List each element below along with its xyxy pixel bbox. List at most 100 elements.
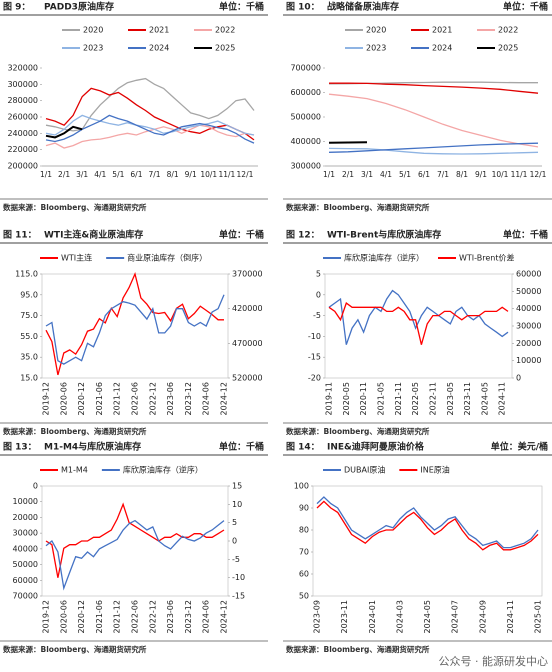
figure-label: 图 10：: [286, 2, 320, 13]
x-tick-label: 3/1: [76, 170, 88, 179]
x-tick-label: 7/1: [148, 170, 160, 179]
y-tick-label: 40000: [13, 544, 38, 553]
x-tick-label: 2023-12: [184, 600, 193, 633]
y-tick-label: 70: [299, 548, 309, 557]
plot-frame: [41, 273, 229, 379]
series-line: [45, 87, 255, 141]
x-tick-label: 2024-05: [423, 600, 432, 633]
x-tick-label: 2023-12: [184, 382, 193, 415]
x-tick-label: 2025-01: [534, 600, 543, 633]
series-line: [328, 93, 539, 148]
x-tick-label: 2020-05: [342, 382, 351, 415]
y-tick-label: 200000: [7, 162, 38, 171]
legend-label: 2021: [149, 26, 169, 35]
series-line: [45, 294, 225, 365]
x-tick-label: 2020-12: [77, 600, 86, 633]
series-line: [45, 502, 225, 578]
y2-tick-label: -10: [232, 573, 245, 582]
y-tick-label: 15.0: [20, 374, 38, 383]
x-tick-label: 2024-03: [395, 600, 404, 633]
y-tick-label: 95.0: [20, 290, 38, 299]
legend-label: WTI-Brent价差: [459, 253, 515, 263]
y2-tick-label: 15: [232, 482, 242, 491]
x-tick-label: 5/1: [399, 170, 411, 179]
x-tick-label: 2023-06: [166, 600, 175, 633]
legend-label: 2022: [215, 26, 235, 35]
x-tick-label: 6/1: [418, 170, 430, 179]
y2-tick-label: 10000: [516, 356, 541, 365]
legend-label: 库欣原油库存（逆序）: [123, 465, 203, 475]
x-tick-label: 2022-06: [131, 382, 140, 415]
y-tick-label: 5: [316, 270, 321, 279]
x-tick-label: 8/1: [456, 170, 468, 179]
x-tick-label: 9/1: [475, 170, 487, 179]
source-note: 数据来源：Bloomberg、海通期货研究所: [286, 426, 430, 436]
legend-label: 2023: [83, 44, 103, 53]
legend-label: INE原油: [420, 465, 449, 475]
chart-title: WTI-Brent与库欣原油库存: [327, 229, 441, 241]
x-tick-label: 10/1: [492, 170, 509, 179]
y-tick-label: 35.0: [20, 353, 38, 362]
x-tick-label: 11/1: [511, 170, 528, 179]
x-tick-label: 2023-05: [446, 382, 455, 415]
y2-tick-label: 60000: [516, 270, 541, 279]
legend-label: DUBAI原油: [344, 465, 385, 475]
y-tick-label: 50: [299, 592, 309, 601]
series-line: [316, 496, 539, 549]
figure-label: 图 11：: [3, 230, 37, 241]
unit-label: 单位：美元/桶: [491, 441, 548, 453]
y2-tick-label: -15: [232, 592, 245, 601]
x-tick-label: 5/1: [112, 170, 124, 179]
chart-title: PADD3原油库存: [44, 1, 114, 13]
x-tick-label: 2023-09: [313, 600, 322, 633]
y-tick-label: 80: [299, 526, 309, 535]
plot-frame: [41, 485, 229, 597]
x-tick-label: 6/1: [130, 170, 142, 179]
x-tick-label: 2021-05: [376, 382, 385, 415]
x-tick-label: 2021-12: [113, 382, 122, 415]
x-tick-label: 11/1: [218, 170, 235, 179]
plot-frame: [312, 485, 543, 597]
x-tick-label: 2/1: [58, 170, 70, 179]
x-tick-label: 12/1: [530, 170, 547, 179]
x-tick-label: 2021-06: [95, 382, 104, 415]
x-tick-label: 2024-06: [202, 382, 211, 415]
chart-title: 战略储备原油库存: [327, 1, 399, 13]
series-line: [45, 271, 224, 376]
y-tick-label: 70000: [13, 592, 38, 601]
legend-label: 商业原油库存（倒序）: [127, 253, 207, 263]
y2-tick-label: 370000: [232, 270, 263, 279]
y-tick-label: -20: [308, 374, 321, 383]
y-tick-label: 400000: [290, 137, 321, 146]
y-tick-label: 240000: [7, 129, 38, 138]
figure-label: 图 14：: [286, 442, 320, 453]
chart-title: M1-M4与库欣原油库存: [44, 441, 141, 453]
unit-label: 单位：千桶: [219, 229, 264, 241]
source-note: 数据来源：Bloomberg、海通期货研究所: [286, 644, 430, 654]
legend-label: 2025: [498, 44, 518, 53]
x-tick-label: 2/1: [342, 170, 354, 179]
x-tick-label: 2019-11: [325, 382, 334, 415]
x-tick-label: 2023-06: [166, 382, 175, 415]
legend-label: 2022: [498, 26, 518, 35]
y2-tick-label: 10: [232, 500, 242, 509]
x-tick-label: 3/1: [361, 170, 373, 179]
x-tick-label: 2019-12: [42, 382, 51, 415]
y-tick-label: 60: [299, 570, 309, 579]
series-line: [328, 147, 539, 155]
x-tick-label: 2024-06: [202, 600, 211, 633]
y-tick-label: 90: [299, 504, 309, 513]
y-tick-label: 30000: [13, 529, 38, 538]
x-tick-label: 2024-05: [480, 382, 489, 415]
x-tick-label: 2022-05: [411, 382, 420, 415]
source-note: 数据来源：Bloomberg、海通期货研究所: [3, 426, 147, 436]
x-tick-label: 12/1: [237, 170, 254, 179]
series-line: [45, 124, 255, 149]
y2-tick-label: 420000: [232, 304, 263, 313]
y-tick-label: 280000: [7, 96, 38, 105]
x-tick-label: 2024-12: [220, 382, 229, 415]
legend-label: 2020: [366, 26, 386, 35]
x-tick-label: 2020-06: [59, 382, 68, 415]
series-line: [45, 114, 255, 136]
